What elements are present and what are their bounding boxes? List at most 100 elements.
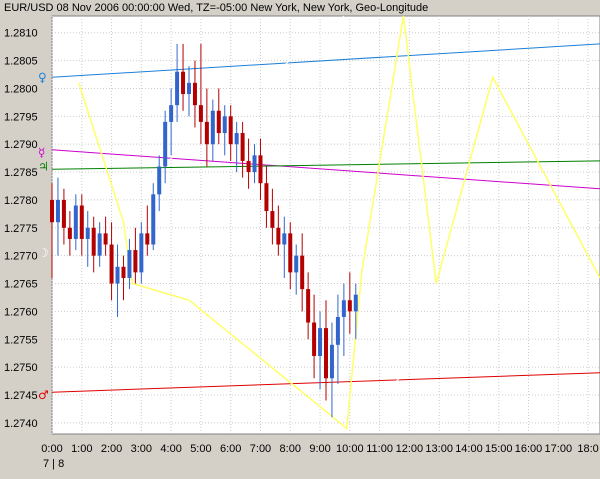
planet-glyph: ☿ bbox=[38, 146, 45, 160]
chart-header: EUR/USD 08 Nov 2006 00:00:00 Wed, TZ=-05… bbox=[4, 2, 428, 14]
x-tick-label: 12:00 bbox=[396, 443, 424, 455]
grid bbox=[51, 16, 600, 434]
candle-body bbox=[204, 121, 209, 145]
candle-body bbox=[246, 160, 251, 173]
line-venus bbox=[51, 43, 600, 78]
candle-body bbox=[312, 322, 317, 356]
candle-body bbox=[222, 116, 227, 134]
x-tick-label: 18:0 bbox=[577, 443, 598, 455]
candle-body bbox=[294, 255, 299, 273]
candle-body bbox=[109, 244, 114, 284]
candle-body bbox=[318, 328, 323, 356]
candle-body bbox=[210, 110, 215, 145]
planet-glyph: ♂ bbox=[38, 388, 49, 402]
candle-body bbox=[264, 183, 269, 212]
candle-body bbox=[145, 233, 150, 245]
candle-body bbox=[103, 233, 108, 245]
candle-body bbox=[240, 133, 245, 161]
candle-body bbox=[324, 328, 328, 379]
candle-body bbox=[175, 71, 180, 106]
candle-body bbox=[216, 110, 221, 134]
y-tick-label: 1.2770 bbox=[4, 251, 38, 263]
candle-body bbox=[85, 227, 90, 239]
candle-body bbox=[97, 233, 102, 256]
x-tick-label: 7:00 bbox=[250, 443, 271, 455]
line-jupiter bbox=[51, 160, 600, 170]
candle-body bbox=[288, 233, 293, 273]
y-tick-label: 1.2810 bbox=[4, 28, 38, 40]
y-tick-label: 1.2795 bbox=[4, 111, 38, 123]
x-tick-label: 5:00 bbox=[190, 443, 211, 455]
x-tick-label: 0:00 bbox=[41, 443, 62, 455]
candle-body bbox=[335, 316, 340, 345]
y-axis-ticks: 1.2740 1.2745 1.2750 1.2755 1.2760 1.2765 1.27… bbox=[4, 28, 38, 430]
candle-body bbox=[258, 155, 263, 184]
date-marker: 7 | 8 bbox=[43, 458, 64, 470]
x-tick-label: 6:00 bbox=[220, 443, 241, 455]
x-axis-ticks: 0:00 1:00 2:00 3:00 4:00 5:00 6:00 7:00 8:00 9:00… bbox=[41, 443, 599, 455]
x-tick-label: 3:00 bbox=[131, 443, 152, 455]
planet-glyph: ♃ bbox=[38, 159, 49, 173]
candle-body bbox=[329, 344, 334, 379]
x-tick-label: 15:00 bbox=[485, 443, 513, 455]
candle-body bbox=[282, 233, 287, 245]
candle-body bbox=[276, 227, 281, 245]
candle-body bbox=[115, 266, 120, 284]
candle-body bbox=[187, 82, 191, 95]
candle-body bbox=[270, 211, 275, 228]
x-tick-label: 11:00 bbox=[366, 443, 393, 455]
line-moon-white-2 bbox=[349, 221, 600, 418]
candle-body bbox=[181, 71, 186, 95]
candle-body bbox=[192, 82, 197, 106]
x-tick-label: 10:00 bbox=[336, 443, 364, 455]
x-tick-label: 1:00 bbox=[71, 443, 92, 455]
planet-glyph: ☽ bbox=[38, 246, 49, 260]
candle-body bbox=[91, 227, 96, 256]
candle-body bbox=[198, 105, 203, 122]
candle-body bbox=[133, 250, 138, 273]
candle-body bbox=[169, 105, 174, 122]
candle-body bbox=[67, 227, 72, 239]
candle-body bbox=[234, 133, 239, 145]
y-tick-label: 1.2745 bbox=[4, 390, 38, 402]
x-tick-label: 14:00 bbox=[455, 443, 483, 455]
candle-body bbox=[306, 289, 311, 323]
y-tick-label: 1.2780 bbox=[4, 195, 38, 207]
x-tick-label: 2:00 bbox=[101, 443, 122, 455]
candle-body bbox=[55, 199, 60, 223]
y-tick-label: 1.2790 bbox=[4, 139, 38, 151]
y-tick-label: 1.2805 bbox=[4, 56, 38, 68]
candle-body bbox=[157, 166, 162, 195]
candle-body bbox=[79, 205, 84, 239]
candle-body bbox=[61, 199, 66, 228]
candle-body bbox=[73, 205, 78, 239]
line-purple bbox=[51, 149, 600, 190]
candle-body bbox=[353, 294, 358, 312]
candle-body bbox=[341, 300, 346, 317]
x-tick-label: 9:00 bbox=[309, 443, 330, 455]
y-tick-label: 1.2765 bbox=[4, 279, 38, 291]
candle-body bbox=[139, 233, 144, 273]
y-tick-label: 1.2785 bbox=[4, 167, 38, 179]
candle-body bbox=[163, 121, 168, 167]
candle-body bbox=[347, 300, 352, 312]
y-tick-label: 1.2760 bbox=[4, 306, 38, 318]
candle-body bbox=[50, 199, 54, 223]
candle-body bbox=[151, 194, 156, 245]
planet-glyph: ♀ bbox=[38, 70, 47, 84]
x-tick-label: 16:00 bbox=[515, 443, 543, 455]
y-tick-label: 1.2755 bbox=[4, 334, 38, 346]
x-tick-label: 13:00 bbox=[425, 443, 453, 455]
x-tick-label: 17:00 bbox=[545, 443, 573, 455]
y-tick-label: 1.2740 bbox=[4, 418, 38, 430]
candle-body bbox=[300, 255, 305, 290]
y-tick-label: 1.2775 bbox=[4, 223, 38, 235]
x-tick-label: 8:00 bbox=[280, 443, 301, 455]
candle-body bbox=[121, 266, 126, 278]
planet-glyphs: ♀ ☿♃ ☽ ♂ ☽ bbox=[38, 15, 351, 402]
candle-body bbox=[252, 155, 257, 173]
candle-body bbox=[228, 116, 233, 145]
candles bbox=[50, 43, 358, 418]
x-tick-label: 4:00 bbox=[160, 443, 181, 455]
